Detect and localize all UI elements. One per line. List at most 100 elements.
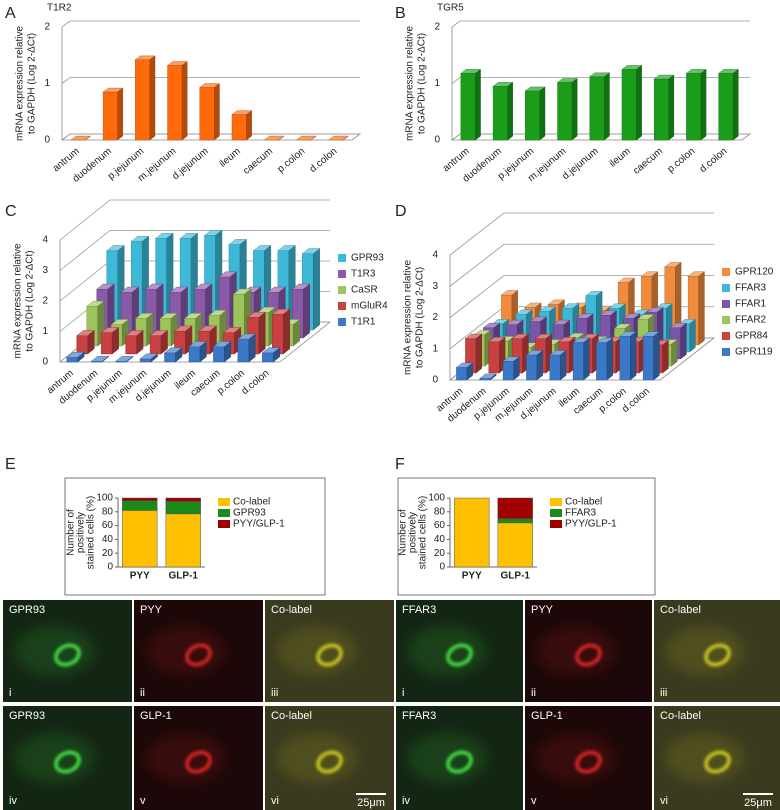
bar [291,283,311,339]
y-axis-label: to GAPDH (Log 2-ΔCt) [417,33,428,134]
legend-label: FFAR2 [735,315,767,326]
cell [54,643,81,667]
legend-swatch [722,268,730,276]
y-axis-label: mRNA expression relative [15,26,26,141]
legend-label: GPR120 [735,267,774,278]
cell [316,750,343,774]
micrograph: GLP-1 v [525,706,652,810]
bar-front [149,335,162,355]
bar-side [175,347,183,363]
micrograph: GPR93 i [3,600,132,702]
legend-swatch [722,348,730,356]
bar-side [653,331,660,381]
bar-side [571,78,578,141]
x-tick-label: d.jejunum [560,146,600,182]
bar-front [488,341,500,374]
x-tick-label: d.colon [240,368,272,397]
background-glow [664,626,745,676]
bar-side [630,331,637,381]
micrograph: FFAR3 iv [396,706,523,810]
legend-swatch [338,286,346,294]
bar-side [536,350,543,381]
grid-line [59,199,330,241]
micrograph: Co-label iii [654,600,780,702]
bar-side [160,330,168,355]
panel-index: v [531,795,537,807]
bar-front [718,73,734,141]
stain-label: FFAR3 [402,710,436,722]
x-tick-label: caecum [241,146,275,177]
y-axis-label: positively [76,512,87,553]
x-tick-label: PYY [462,571,482,582]
bar-front [502,361,514,381]
background-glow [535,733,616,783]
y-tick-label: 60 [434,520,446,531]
bar-top [263,135,285,141]
cell [185,643,212,667]
plot-area: 0 1 2 3 4 [432,212,716,386]
bar-top [70,135,92,141]
bar-side [136,330,144,355]
bar [231,110,253,141]
legend-label: mGluR4 [351,301,388,312]
y-axis-label: positively [408,512,419,553]
panel-letter: D [395,203,407,220]
bar-side [278,135,285,141]
y-axis-label: mRNA expression relative [403,260,414,375]
bar-top [295,135,317,141]
legend-swatch [722,316,730,324]
bar-side [258,311,266,355]
bar-front [619,336,631,381]
x-tick-label: ileum [607,146,632,170]
bar-side [313,248,320,331]
stain-label: GPR93 [9,710,45,722]
bar [685,69,707,141]
stain-label: Co-label [271,604,312,616]
bar [163,347,183,363]
bar-front [596,342,608,381]
bar-side [698,271,705,346]
x-tick-label: GLP-1 [169,571,199,582]
bar-side [604,72,610,141]
legend-swatch [338,270,346,278]
legend-swatch [722,284,730,292]
y-tick-label: 40 [102,534,114,545]
bar-side [77,351,85,363]
legend-label: GPR93 [351,253,384,264]
y-tick-label: 2 [434,22,440,33]
legend-label: PYY/GLP-1 [233,519,285,530]
panel-index: i [9,687,11,699]
chart-title: T1R2 [47,3,72,14]
x-tick-label: GLP-1 [501,571,531,582]
cell [54,750,81,774]
bar-side [490,373,497,381]
bar [125,330,144,355]
bar-segment [122,497,158,502]
y-tick-label: 4 [432,250,438,261]
y-axis-label: Number of [398,509,409,556]
bar-side [662,339,669,374]
bar-segment [122,510,158,568]
stain-label: GLP-1 [140,710,172,722]
stain-label: Co-label [271,710,312,722]
plot-area: 0 1 2 [44,20,362,146]
bar [502,356,521,381]
bar [524,86,546,141]
bar [488,336,506,374]
grid-line [451,133,750,141]
bar-segment [122,500,158,511]
bar [134,55,156,141]
scale-label: 25μm [744,797,772,809]
bar-front [460,73,476,141]
panel-index: ii [531,687,536,699]
bar-side [475,333,482,374]
panel-letter: F [395,456,405,473]
y-tick-label: 80 [434,506,446,517]
micrograph: FFAR3 i [396,600,523,702]
background-glow [406,733,487,783]
bar [718,69,739,141]
background-glow [276,733,357,783]
bar-side [513,356,520,381]
bar [525,350,544,381]
legend-label: T1R3 [351,269,376,280]
